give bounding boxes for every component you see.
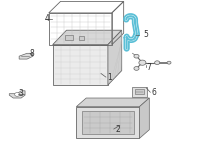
Circle shape	[139, 60, 146, 65]
Polygon shape	[79, 36, 84, 40]
Text: 1: 1	[107, 73, 112, 82]
FancyBboxPatch shape	[132, 87, 147, 97]
Circle shape	[15, 93, 20, 96]
Circle shape	[134, 67, 139, 70]
Polygon shape	[82, 111, 134, 134]
Polygon shape	[53, 30, 122, 45]
Text: 3: 3	[18, 89, 23, 98]
Text: 4: 4	[45, 14, 50, 23]
Text: 8: 8	[30, 49, 35, 58]
Polygon shape	[65, 35, 73, 40]
Polygon shape	[19, 53, 33, 59]
FancyBboxPatch shape	[135, 89, 144, 94]
Polygon shape	[108, 30, 122, 85]
Polygon shape	[53, 45, 108, 85]
Polygon shape	[76, 107, 139, 138]
Polygon shape	[139, 98, 149, 138]
Circle shape	[134, 54, 139, 58]
Text: 2: 2	[116, 125, 121, 133]
Text: 6: 6	[151, 88, 156, 97]
Polygon shape	[76, 98, 149, 107]
Polygon shape	[9, 91, 25, 98]
Circle shape	[155, 61, 160, 65]
Text: 7: 7	[146, 62, 151, 71]
Text: 5: 5	[143, 30, 148, 39]
Circle shape	[167, 61, 171, 64]
